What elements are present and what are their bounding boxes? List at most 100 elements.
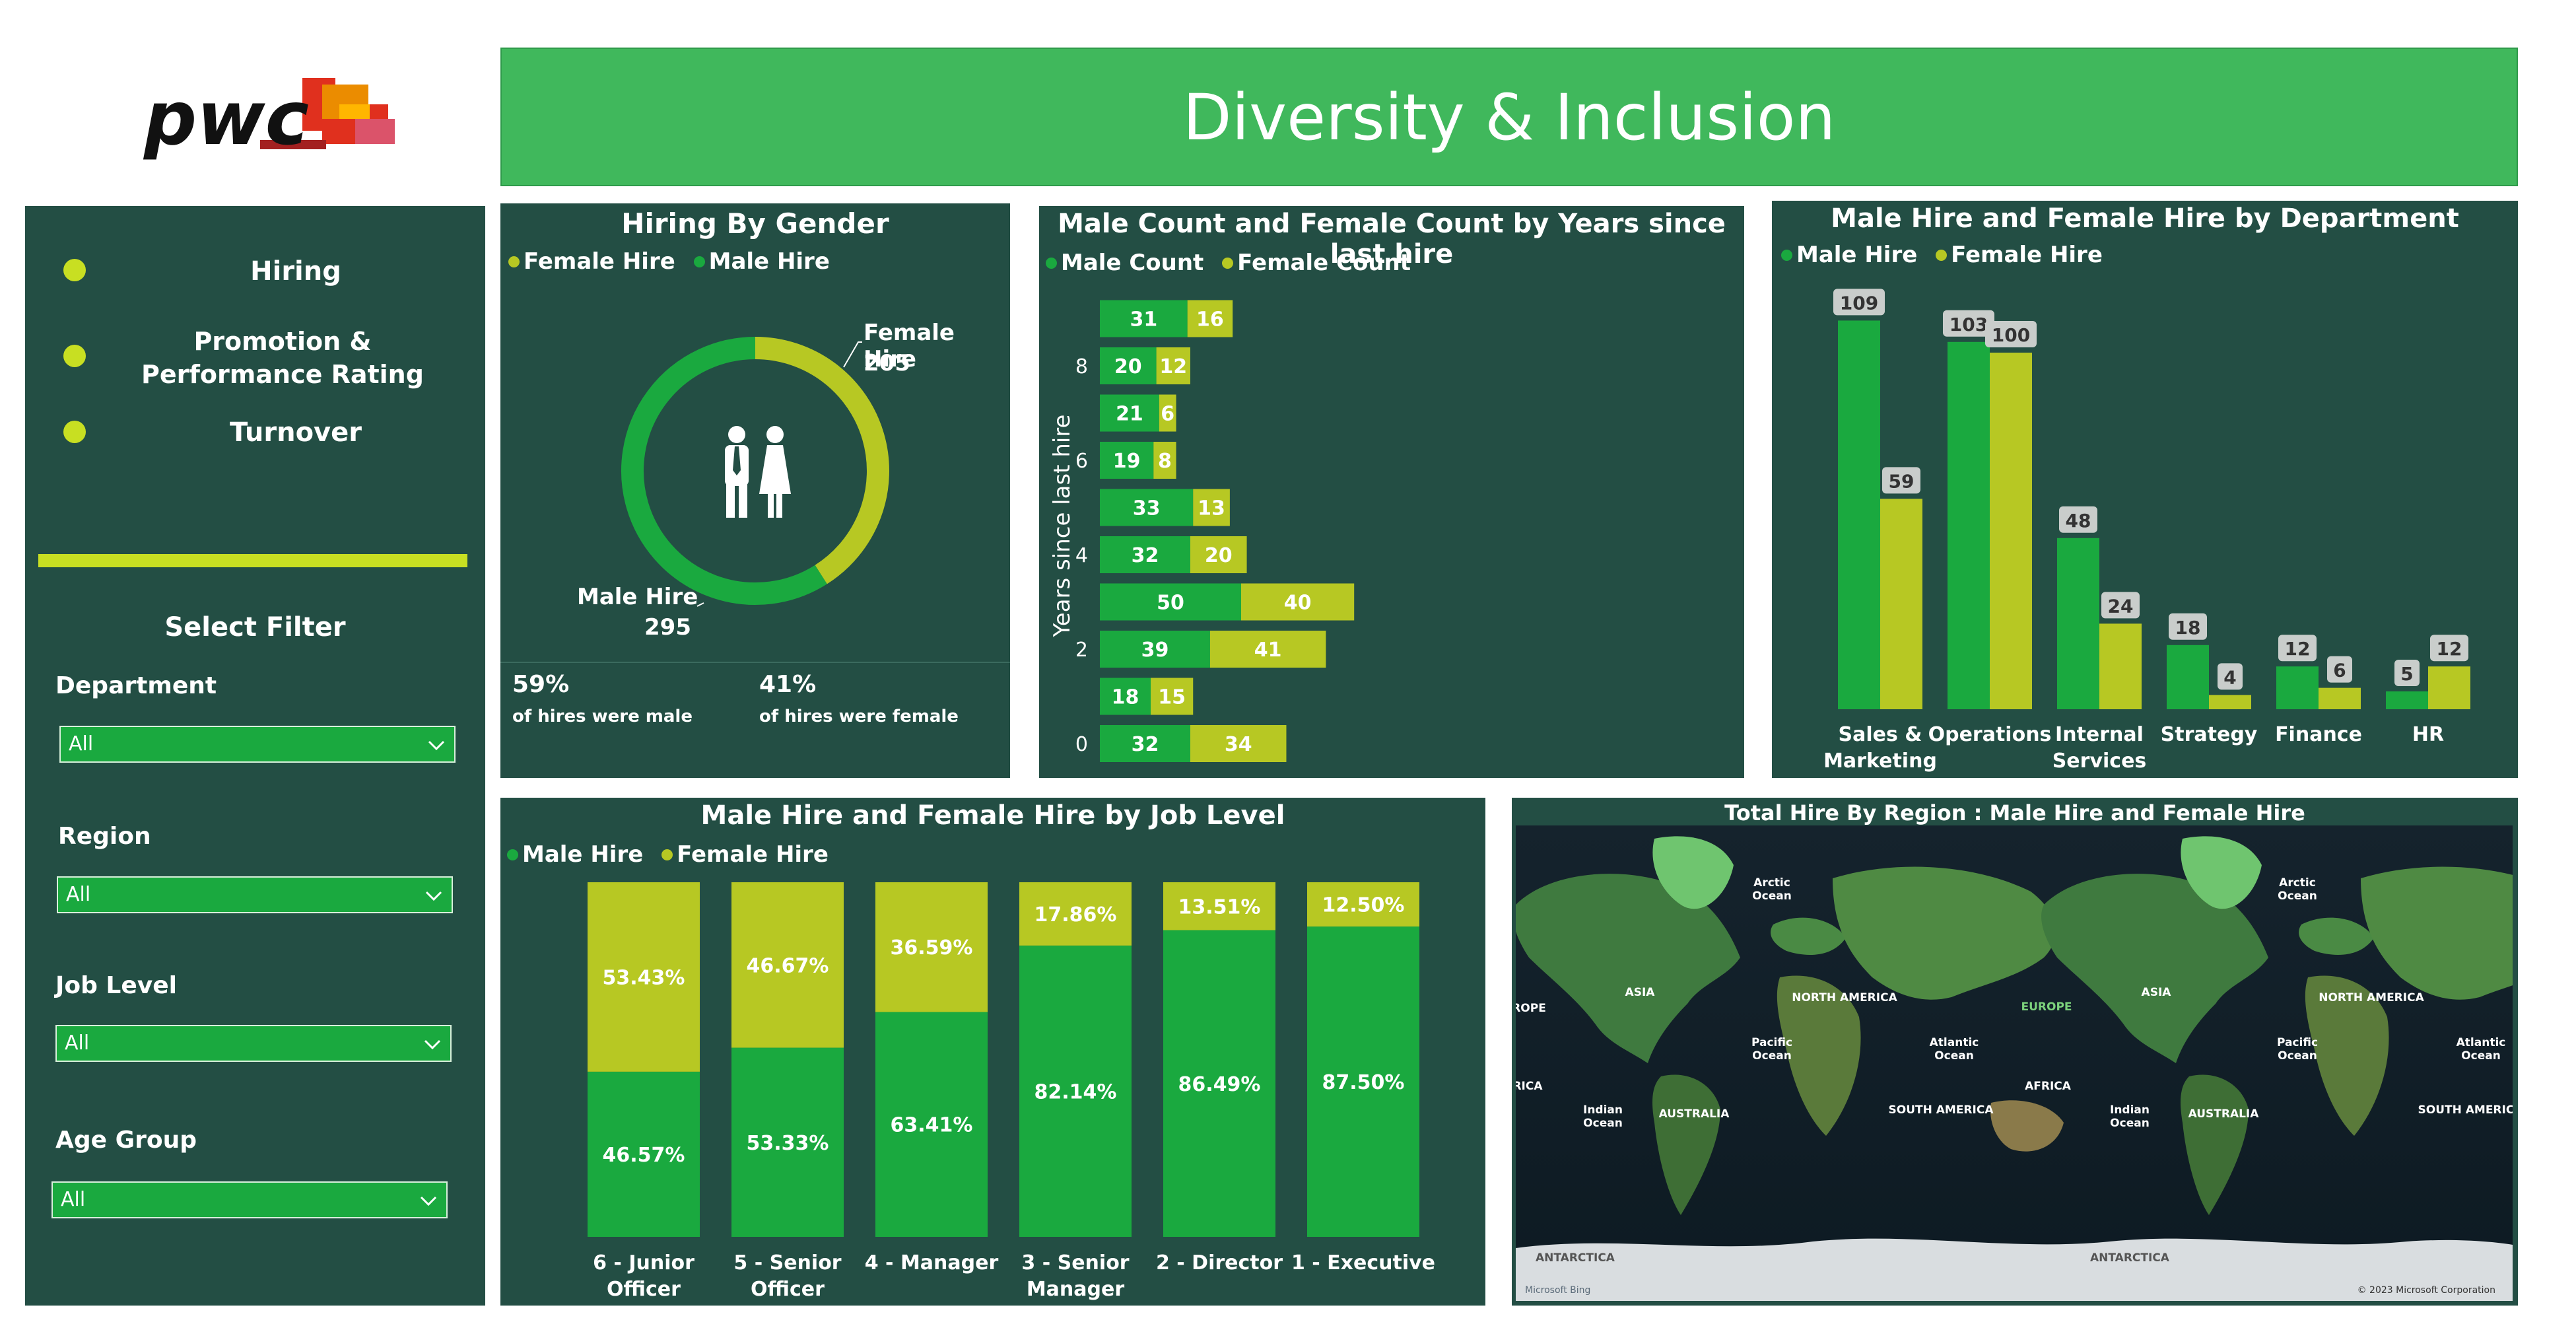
department-bar-chart: 109 59 Sales & Marketing 103 100 Operations 48 2… bbox=[1823, 289, 2470, 773]
chevron-down-icon bbox=[425, 891, 442, 901]
data-label: 86.49% bbox=[1178, 1073, 1261, 1096]
data-label-badge bbox=[2278, 635, 2317, 662]
donut-slice-male-hire[interactable] bbox=[621, 337, 827, 605]
male-hire-callout-value: 295 bbox=[644, 614, 691, 641]
map-label: Ocean bbox=[1752, 1049, 1792, 1063]
legend-label: Female Hire bbox=[524, 248, 675, 275]
legend-female-hire[interactable]: Female Hire bbox=[661, 841, 829, 868]
bar-male-count[interactable] bbox=[1100, 394, 1159, 432]
category-label: Operations bbox=[1928, 723, 2052, 746]
data-label: 5 bbox=[2400, 663, 2413, 685]
legend-male-hire[interactable]: Male Hire bbox=[693, 248, 830, 275]
job-level-bar-chart: 53.43% 46.57% 6 - Junior Officer 46.67% 53.33… bbox=[588, 882, 1435, 1301]
bar-male-count[interactable] bbox=[1100, 631, 1210, 668]
region-value: All bbox=[66, 883, 91, 906]
bar-female-hire[interactable] bbox=[2428, 666, 2470, 709]
data-label: 16 bbox=[1196, 308, 1224, 332]
bar-female-hire[interactable] bbox=[1990, 353, 2032, 709]
job-level-dropdown[interactable]: All bbox=[55, 1025, 452, 1062]
bar-female-count[interactable] bbox=[1209, 631, 1326, 668]
kpi-divider bbox=[500, 662, 1010, 663]
bar-male-hire[interactable] bbox=[731, 1047, 844, 1237]
department-panel-title: Male Hire and Female Hire by Department bbox=[1831, 203, 2459, 234]
legend-label: Male Hire bbox=[1796, 242, 1918, 268]
page-title: Diversity & Inclusion bbox=[1182, 81, 1836, 155]
nav-item-hiring[interactable]: Hiring bbox=[250, 256, 341, 287]
bar-female-hire[interactable] bbox=[1163, 882, 1275, 930]
nav-item-promotion[interactable]: Promotion & Performance Rating bbox=[141, 327, 424, 389]
legend-female-hire[interactable]: Female Hire bbox=[1936, 242, 2103, 268]
bar-male-hire[interactable] bbox=[2057, 538, 2099, 709]
nav-item-turnover[interactable]: Turnover bbox=[230, 417, 362, 448]
sidebar: Hiring Promotion & Performance Rating Tu… bbox=[25, 206, 485, 1306]
bar-female-count[interactable] bbox=[1153, 442, 1176, 479]
bar-female-hire[interactable] bbox=[2319, 687, 2361, 709]
data-label: 20 bbox=[1114, 355, 1142, 378]
bar-female-hire[interactable] bbox=[588, 882, 700, 1072]
bar-male-count[interactable] bbox=[1100, 347, 1157, 384]
donut-slice-female-hire[interactable] bbox=[755, 337, 889, 584]
bar-female-count[interactable] bbox=[1190, 536, 1247, 573]
bar-male-count[interactable] bbox=[1100, 536, 1190, 573]
data-label: 12.50% bbox=[1322, 894, 1405, 917]
bar-male-count[interactable] bbox=[1100, 489, 1194, 526]
bar-female-count[interactable] bbox=[1159, 394, 1176, 432]
bar-male-hire[interactable] bbox=[1838, 320, 1880, 709]
bar-male-hire[interactable] bbox=[1307, 926, 1419, 1237]
data-label: 4 bbox=[2223, 666, 2236, 688]
bar-female-count[interactable] bbox=[1241, 583, 1355, 621]
data-label-badge bbox=[1985, 321, 2037, 347]
pwc-wordmark: pwc bbox=[143, 76, 309, 162]
legend-female-hire[interactable]: Female Hire bbox=[508, 248, 675, 275]
data-label: 12 bbox=[1159, 355, 1187, 378]
data-label: 17.86% bbox=[1034, 903, 1117, 926]
bar-female-hire[interactable] bbox=[2209, 695, 2251, 709]
bar-female-hire[interactable] bbox=[1880, 499, 1922, 709]
world-map[interactable]: Arctic Ocean Arctic Ocean ROPE ASIA NORT… bbox=[1516, 825, 2513, 1301]
data-label: 32 bbox=[1132, 733, 1159, 756]
gender-donut bbox=[621, 337, 889, 607]
bar-female-count[interactable] bbox=[1193, 489, 1230, 526]
legend-male-hire[interactable]: Male Hire bbox=[1781, 242, 1917, 268]
bar-male-hire[interactable] bbox=[588, 1071, 700, 1237]
map-label: AUSTRALIA bbox=[1659, 1107, 1730, 1121]
data-label-badge bbox=[2430, 635, 2468, 662]
department-dropdown[interactable]: All bbox=[59, 726, 456, 763]
bar-female-count[interactable] bbox=[1156, 347, 1190, 384]
filter-title: Select Filter bbox=[164, 612, 346, 643]
legend-female-count[interactable]: Female Count bbox=[1222, 250, 1411, 276]
bar-female-count[interactable] bbox=[1151, 678, 1194, 715]
bar-male-count[interactable] bbox=[1100, 678, 1151, 715]
nav-dot-turnover bbox=[63, 421, 86, 443]
age-group-value: All bbox=[61, 1188, 86, 1211]
bar-male-count[interactable] bbox=[1100, 300, 1188, 337]
legend-male-hire[interactable]: Male Hire bbox=[507, 841, 643, 868]
map-label: Pacific bbox=[2277, 1036, 2318, 1049]
bar-male-hire[interactable] bbox=[2167, 645, 2209, 709]
bar-female-count[interactable] bbox=[1187, 300, 1233, 337]
age-group-dropdown[interactable]: All bbox=[51, 1181, 448, 1218]
category-label: Sales & bbox=[1839, 723, 1922, 746]
bar-female-hire[interactable] bbox=[875, 882, 988, 1012]
bar-female-hire[interactable] bbox=[731, 882, 844, 1048]
category-label: 1 - Executive bbox=[1291, 1251, 1435, 1275]
job-level-panel-title: Male Hire and Female Hire by Job Level bbox=[700, 800, 1285, 831]
bar-male-hire[interactable] bbox=[2386, 691, 2428, 709]
bar-male-hire[interactable] bbox=[1019, 945, 1132, 1237]
bar-male-hire[interactable] bbox=[2276, 666, 2319, 709]
bar-female-hire[interactable] bbox=[2099, 623, 2142, 709]
category-label: Officer bbox=[751, 1278, 825, 1301]
bar-female-count[interactable] bbox=[1190, 725, 1287, 762]
map-label: Arctic bbox=[2279, 876, 2316, 890]
bar-male-count[interactable] bbox=[1100, 583, 1241, 621]
data-label-badge bbox=[2059, 506, 2097, 533]
region-dropdown[interactable]: All bbox=[57, 876, 453, 913]
bar-female-hire[interactable] bbox=[1019, 882, 1132, 946]
legend-male-count[interactable]: Male Count bbox=[1046, 250, 1203, 276]
bar-male-hire[interactable] bbox=[875, 1012, 988, 1237]
bar-male-hire[interactable] bbox=[1163, 930, 1275, 1237]
bar-male-count[interactable] bbox=[1100, 725, 1190, 762]
bar-female-hire[interactable] bbox=[1307, 882, 1419, 927]
bar-male-hire[interactable] bbox=[1948, 341, 1990, 709]
bar-male-count[interactable] bbox=[1100, 442, 1154, 479]
